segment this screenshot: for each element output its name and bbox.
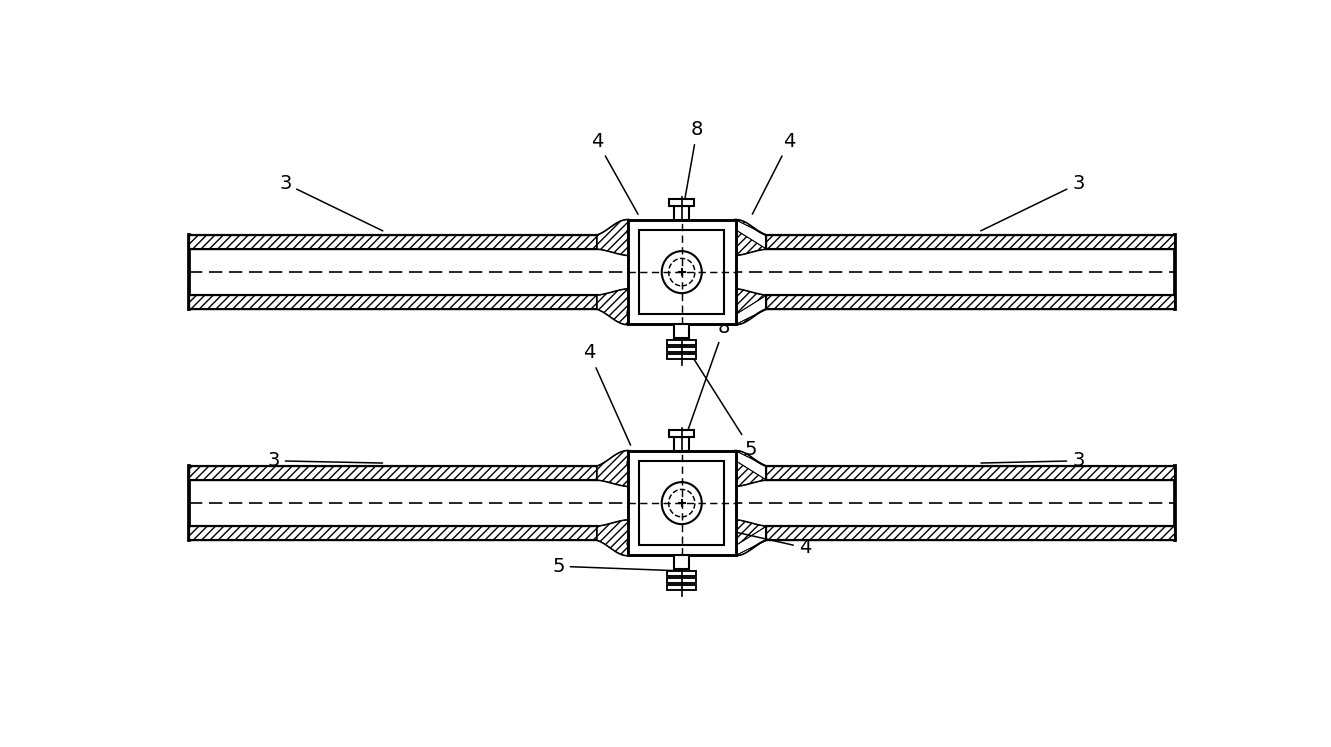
Bar bbox=[628, 220, 736, 324]
Text: 3: 3 bbox=[981, 174, 1085, 231]
Bar bbox=[669, 430, 693, 437]
Polygon shape bbox=[598, 520, 631, 556]
Text: 3: 3 bbox=[280, 174, 383, 231]
Polygon shape bbox=[767, 235, 1174, 249]
Polygon shape bbox=[733, 289, 767, 324]
Bar bbox=[669, 199, 693, 206]
Bar bbox=[673, 324, 689, 338]
Text: 4: 4 bbox=[719, 528, 811, 557]
Polygon shape bbox=[767, 466, 1174, 480]
Bar bbox=[628, 450, 736, 556]
Text: 5: 5 bbox=[552, 557, 679, 576]
Polygon shape bbox=[733, 450, 767, 486]
Bar bbox=[667, 571, 696, 576]
Bar bbox=[667, 578, 696, 583]
Text: 4: 4 bbox=[752, 131, 796, 214]
Bar bbox=[667, 585, 696, 590]
Bar bbox=[667, 347, 696, 352]
Bar bbox=[667, 354, 696, 359]
Text: 8: 8 bbox=[683, 318, 731, 445]
Bar bbox=[673, 556, 689, 569]
Polygon shape bbox=[598, 289, 631, 324]
Polygon shape bbox=[733, 220, 767, 255]
Polygon shape bbox=[189, 466, 598, 480]
Text: 8: 8 bbox=[683, 120, 703, 214]
Polygon shape bbox=[767, 526, 1174, 540]
Bar bbox=[673, 437, 689, 450]
Text: 5: 5 bbox=[683, 342, 757, 459]
Polygon shape bbox=[598, 450, 631, 486]
Polygon shape bbox=[189, 295, 598, 309]
Polygon shape bbox=[189, 235, 598, 249]
Bar bbox=[639, 461, 724, 545]
Text: 3: 3 bbox=[981, 451, 1085, 471]
Text: 4: 4 bbox=[591, 131, 638, 214]
Bar bbox=[673, 206, 689, 220]
Polygon shape bbox=[189, 526, 598, 540]
Polygon shape bbox=[733, 520, 767, 556]
Bar bbox=[639, 230, 724, 314]
Text: 4: 4 bbox=[583, 344, 631, 445]
Text: 3: 3 bbox=[268, 451, 382, 471]
Polygon shape bbox=[598, 220, 631, 255]
Polygon shape bbox=[767, 295, 1174, 309]
Bar bbox=[667, 340, 696, 345]
